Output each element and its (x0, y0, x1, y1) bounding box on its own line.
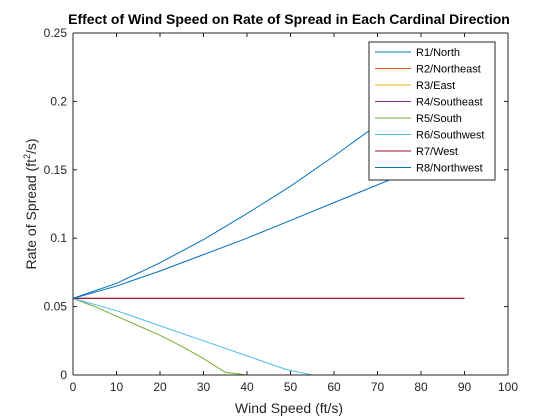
legend-label-2: R2/Northeast (416, 64, 481, 76)
legend-label-1: R1/North (416, 47, 460, 59)
y-axis-label-tail: /s) (23, 138, 39, 154)
y-axis-label-main: Rate of Spread (ft (23, 159, 39, 270)
x-tick-label: 100 (498, 380, 518, 394)
x-tick-label: 10 (110, 380, 124, 394)
x-tick-label: 90 (458, 380, 472, 394)
y-tick-label: 0.1 (50, 231, 67, 245)
x-tick-label: 40 (240, 380, 254, 394)
y-axis-label: Rate of Spread (ft2/s) (22, 138, 39, 269)
chart-title: Effect of Wind Speed on Rate of Spread i… (68, 11, 510, 27)
y-tick-label: 0.05 (44, 300, 68, 314)
x-tick-label: 50 (284, 380, 298, 394)
legend-label-5: R5/South (416, 113, 462, 125)
x-axis-label: Wind Speed (ft/s) (235, 400, 343, 416)
legend-label-3: R3/East (416, 80, 455, 92)
x-tick-label: 60 (327, 380, 341, 394)
legend-label-7: R7/West (416, 146, 458, 158)
x-tick-label: 80 (414, 380, 428, 394)
legend-label-6: R6/Southwest (416, 130, 484, 142)
x-tick-label: 30 (197, 380, 211, 394)
series-line-6 (72, 297, 313, 376)
legend-box (368, 41, 496, 181)
y-axis-label-superscript: 2 (22, 154, 32, 159)
legend-label-4: R4/Southeast (416, 97, 483, 109)
y-tick-label: 0 (60, 368, 67, 382)
y-tick-label: 0.15 (44, 163, 68, 177)
x-tick-label: 70 (371, 380, 385, 394)
y-tick-label: 0.25 (44, 26, 68, 40)
legend-label-8: R8/Northwest (416, 163, 483, 175)
y-tick-label: 0.2 (50, 94, 67, 108)
x-tick-label: 20 (153, 380, 167, 394)
legend: R1/North R2/Northeast R3/East R4/Southeast R… (368, 41, 496, 181)
x-tick-label: 0 (70, 380, 77, 394)
axes-layer: 0 10 20 30 40 50 60 70 80 90 100 0 0.05 0.1 0.15 0.2 0.2… (44, 26, 519, 394)
